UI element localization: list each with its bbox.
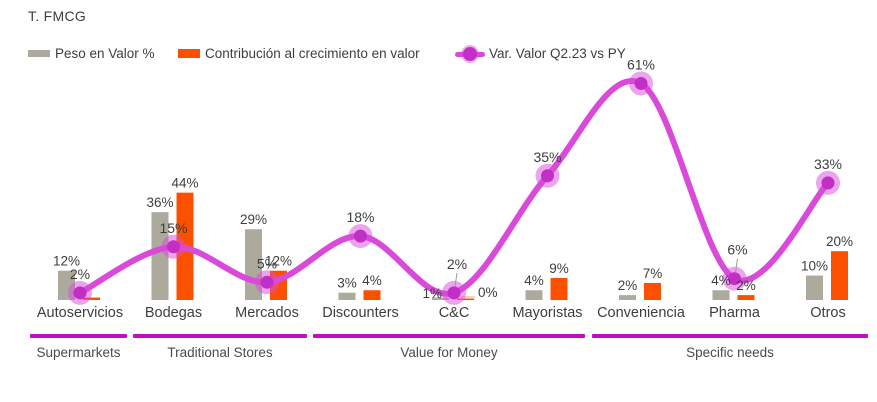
- group-label: Value for Money: [400, 345, 498, 360]
- group-underline: [30, 334, 127, 338]
- legend-item-peso[interactable]: Peso en Valor %: [28, 46, 155, 61]
- var-line-swatch-icon: [455, 46, 485, 61]
- var-dot[interactable]: [634, 76, 648, 90]
- callout-line: [735, 258, 738, 273]
- contribucion-swatch-icon: [178, 49, 200, 58]
- group-underline: [313, 334, 585, 338]
- legend-item-contribucion[interactable]: Contribución al crecimiento en valor: [178, 46, 420, 61]
- peso-bar[interactable]: [806, 275, 823, 300]
- var-label: 5%: [257, 255, 277, 271]
- var-label: 18%: [346, 209, 374, 225]
- var-label: 33%: [814, 156, 842, 172]
- contribucion-label: 9%: [549, 261, 569, 276]
- peso-bar[interactable]: [338, 292, 356, 300]
- group-value-for-money: Value for Money: [313, 334, 585, 360]
- category-label: C&C: [439, 305, 470, 321]
- var-dot[interactable]: [541, 169, 554, 183]
- var-label: 6%: [727, 242, 747, 258]
- var-dot[interactable]: [821, 176, 835, 190]
- contribucion-bar[interactable]: [644, 282, 661, 300]
- contribucion-bar[interactable]: [363, 290, 381, 300]
- group-label: Specific needs: [686, 345, 774, 360]
- peso-label: 12%: [53, 254, 80, 269]
- peso-label: 10%: [801, 259, 828, 274]
- contribucion-label: 12%: [265, 254, 292, 269]
- chart-title: T. FMCG: [28, 8, 87, 24]
- contribucion-bar[interactable]: [831, 251, 848, 300]
- peso-bar[interactable]: [432, 297, 449, 300]
- legend-label-var: Var. Valor Q2.23 vs PY: [489, 46, 626, 61]
- callout-line: [454, 272, 458, 287]
- var-label: 15%: [159, 220, 187, 236]
- contribucion-label: 44%: [171, 176, 198, 191]
- var-dot[interactable]: [260, 275, 274, 289]
- peso-swatch-icon: [28, 50, 50, 57]
- contribucion-label: 0%: [478, 285, 498, 300]
- peso-label: 4%: [711, 273, 731, 288]
- contribucion-label: 20%: [826, 234, 853, 249]
- var-label: 2%: [70, 266, 90, 282]
- group-supermarkets: Supermarkets: [30, 334, 127, 360]
- peso-label: 1%: [422, 286, 442, 301]
- var-label: 35%: [533, 149, 561, 165]
- peso-label: 3%: [337, 276, 357, 291]
- legend-item-var[interactable]: Var. Valor Q2.23 vs PY: [455, 46, 626, 61]
- contribucion-label: 4%: [362, 273, 382, 288]
- group-underline: [133, 334, 307, 338]
- contribucion-label: 2%: [736, 278, 756, 293]
- group-label: Supermarkets: [36, 345, 121, 360]
- category-label: Mercados: [235, 305, 299, 321]
- var-line: [77, 78, 831, 297]
- category-label: Discounters: [322, 305, 399, 321]
- peso-bar[interactable]: [151, 212, 169, 300]
- category-label: Otros: [810, 305, 845, 321]
- category-label: Pharma: [709, 305, 761, 321]
- peso-label: 29%: [240, 212, 267, 227]
- legend-label-contribucion: Contribución al crecimiento en valor: [205, 46, 420, 61]
- var-dot[interactable]: [354, 229, 367, 243]
- category-label: Autoservicios: [37, 305, 123, 321]
- category-label: Conveniencia: [597, 305, 686, 321]
- group-underline: [592, 334, 868, 338]
- contribucion-bar[interactable]: [457, 298, 474, 301]
- peso-label: 4%: [524, 273, 544, 288]
- var-dot[interactable]: [167, 240, 180, 254]
- legend: Peso en Valor % Contribución al crecimie…: [0, 46, 877, 66]
- contribucion-bar[interactable]: [550, 278, 568, 300]
- group-traditional-stores: Traditional Stores: [133, 334, 307, 360]
- group-label: Traditional Stores: [167, 345, 273, 360]
- contribucion-label: 7%: [643, 266, 663, 281]
- var-dot[interactable]: [73, 286, 87, 300]
- category-label: Bodegas: [145, 305, 202, 321]
- legend-label-peso: Peso en Valor %: [55, 46, 155, 61]
- peso-bar[interactable]: [712, 290, 730, 300]
- var-dot[interactable]: [447, 286, 461, 300]
- peso-bar[interactable]: [619, 295, 636, 300]
- contribucion-bar[interactable]: [737, 295, 755, 300]
- peso-label: 36%: [146, 195, 173, 210]
- var-dot[interactable]: [728, 272, 741, 286]
- contribucion-bar[interactable]: [83, 297, 100, 300]
- group-specific-needs: Specific needs: [592, 334, 868, 360]
- peso-label: 2%: [618, 278, 638, 293]
- var-label: 2%: [447, 256, 467, 272]
- peso-bar[interactable]: [525, 290, 543, 300]
- category-label: Mayoristas: [512, 305, 582, 321]
- var-label: 61%: [627, 56, 655, 72]
